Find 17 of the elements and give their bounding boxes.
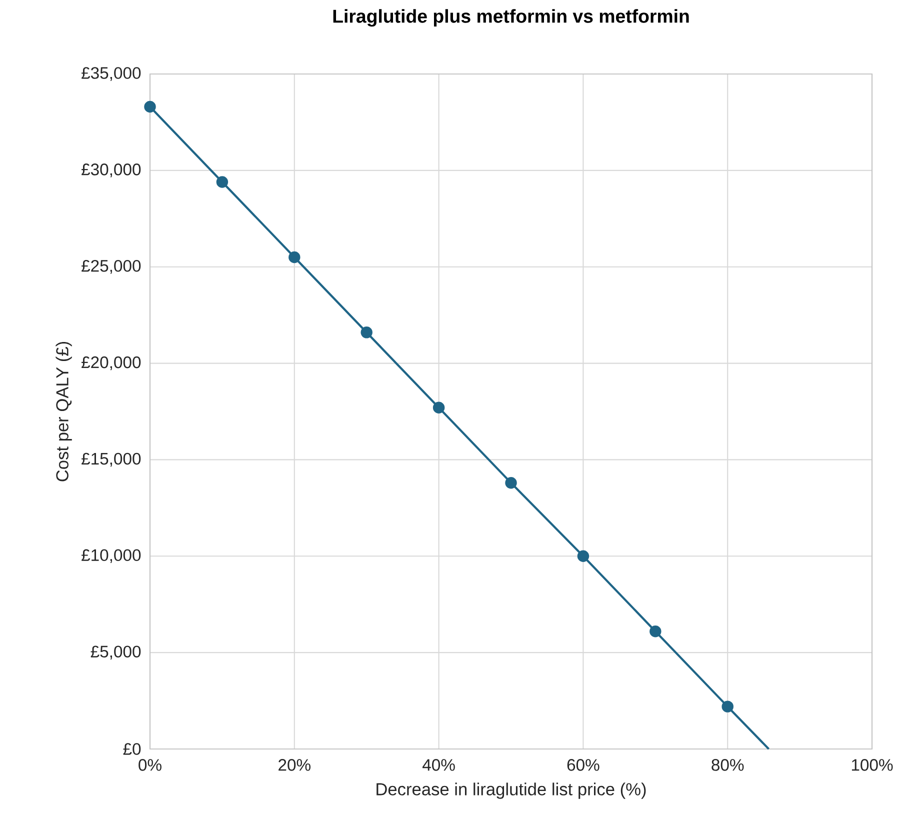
y-tick-label: £5,000 [90, 646, 141, 660]
x-tick-label: 0% [138, 759, 162, 771]
y-tick-label: £10,000 [82, 549, 141, 564]
x-tick-label: 80% [712, 759, 744, 771]
y-axis-title: Cost per QALY (£) [56, 342, 72, 482]
y-tick-label: £25,000 [82, 260, 141, 274]
x-tick-label: 60% [567, 759, 600, 771]
y-tick-label: £20,000 [82, 356, 141, 370]
x-tick-label: 40% [422, 759, 455, 771]
y-tick-label: £30,000 [82, 164, 141, 178]
y-tick-label: £0 [123, 743, 141, 755]
chart-title: Liraglutide plus metformin vs metformin [333, 9, 689, 27]
x-tick-label: 100% [852, 759, 893, 771]
y-tick-label: £15,000 [82, 452, 141, 467]
x-axis-title: Decrease in liraglutide list price (%) [376, 782, 646, 799]
x-tick-label: 20% [278, 759, 310, 771]
y-tick-label: £35,000 [82, 67, 141, 81]
